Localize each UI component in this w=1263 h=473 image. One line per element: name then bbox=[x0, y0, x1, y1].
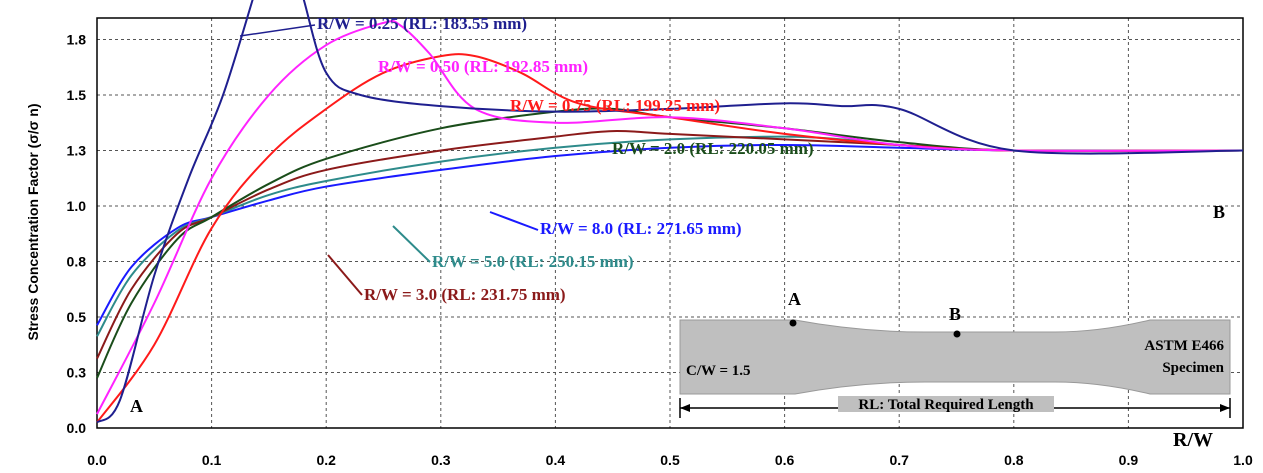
y-tick-label: 0.0 bbox=[67, 420, 87, 436]
y-tick-label: 0.5 bbox=[67, 309, 87, 325]
series-label-6: R/W = 8.0 (RL: 271.65 mm) bbox=[540, 219, 742, 238]
y-tick-label: 1.5 bbox=[67, 87, 87, 103]
y-tick-label: 0.8 bbox=[67, 254, 87, 270]
leader-5 bbox=[392, 225, 431, 263]
series-label-0: R/W = 0.25 (RL: 183.55 mm) bbox=[317, 14, 527, 33]
x-tick-label: 0.9 bbox=[1119, 452, 1139, 468]
specimen-inset: A B C/W = 1.5 ASTM E466 Specimen RL: Tot… bbox=[679, 289, 1231, 418]
leader-6 bbox=[489, 211, 539, 231]
rl-label: RL: Total Required Length bbox=[858, 397, 1034, 413]
y-tick-label: 1.3 bbox=[67, 143, 87, 159]
series-labels: R/W = 0.25 (RL: 183.55 mm) R/W = 0.50 (R… bbox=[239, 14, 814, 304]
specimen-shape bbox=[679, 319, 1231, 395]
series-line-0 bbox=[96, 0, 1244, 424]
x-tick-labels: 0.0 0.1 0.2 0.3 0.4 0.5 0.6 0.7 0.8 0.9 1.0 bbox=[87, 452, 1253, 468]
leader-4 bbox=[327, 254, 363, 296]
leader-0 bbox=[239, 24, 316, 37]
astm-label-1: ASTM E466 bbox=[1144, 338, 1224, 354]
x-tick-label: 0.0 bbox=[87, 452, 107, 468]
y-tick-label: 1.8 bbox=[67, 32, 87, 48]
point-b-label: B bbox=[1213, 202, 1225, 222]
series-label-5: R/W = 5.0 (RL: 250.15 mm) bbox=[432, 252, 634, 271]
x-tick-label: 0.7 bbox=[889, 452, 909, 468]
series-line-1 bbox=[96, 19, 1244, 415]
x-tick-label: 0.2 bbox=[316, 452, 336, 468]
y-tick-labels: 0.0 0.3 0.5 0.8 1.0 1.3 1.5 1.8 bbox=[67, 32, 87, 437]
series-lines bbox=[96, 0, 1244, 424]
x-tick-label: 0.6 bbox=[775, 452, 795, 468]
grid bbox=[97, 18, 1243, 428]
x-tick-label: 1.0 bbox=[1233, 452, 1253, 468]
rl-arrow-left bbox=[680, 404, 690, 412]
specimen-point-a bbox=[789, 319, 797, 327]
rl-label-bg bbox=[838, 396, 1054, 412]
specimen-label-a: A bbox=[788, 289, 801, 309]
specimen-label-b: B bbox=[949, 304, 961, 324]
plot-frame bbox=[96, 17, 1244, 429]
point-a-label: A bbox=[130, 396, 143, 416]
x-axis-label: R/W bbox=[1173, 429, 1213, 451]
x-tick-label: 0.3 bbox=[431, 452, 451, 468]
cw-label: C/W = 1.5 bbox=[686, 363, 751, 379]
y-tick-label: 0.3 bbox=[67, 365, 87, 381]
y-axis-label: Stress Concentration Factor (σ/σ n) bbox=[25, 104, 41, 341]
astm-label-2: Specimen bbox=[1162, 360, 1224, 376]
x-tick-label: 0.1 bbox=[202, 452, 222, 468]
series-label-1: R/W = 0.50 (RL: 192.85 mm) bbox=[378, 57, 588, 76]
x-tick-label: 0.5 bbox=[660, 452, 680, 468]
rl-arrow-right bbox=[1220, 404, 1230, 412]
series-label-4: R/W = 3.0 (RL: 231.75 mm) bbox=[364, 285, 566, 304]
y-tick-label: 1.0 bbox=[67, 198, 87, 214]
x-tick-label: 0.4 bbox=[546, 452, 566, 468]
series-label-2: R/W = 0.75 (RL: 199.25 mm) bbox=[510, 96, 720, 115]
x-tick-label: 0.8 bbox=[1004, 452, 1024, 468]
series-label-3: R/W = 2.0 (RL: 220.05 mm) bbox=[612, 139, 814, 158]
specimen-point-b bbox=[953, 330, 961, 338]
